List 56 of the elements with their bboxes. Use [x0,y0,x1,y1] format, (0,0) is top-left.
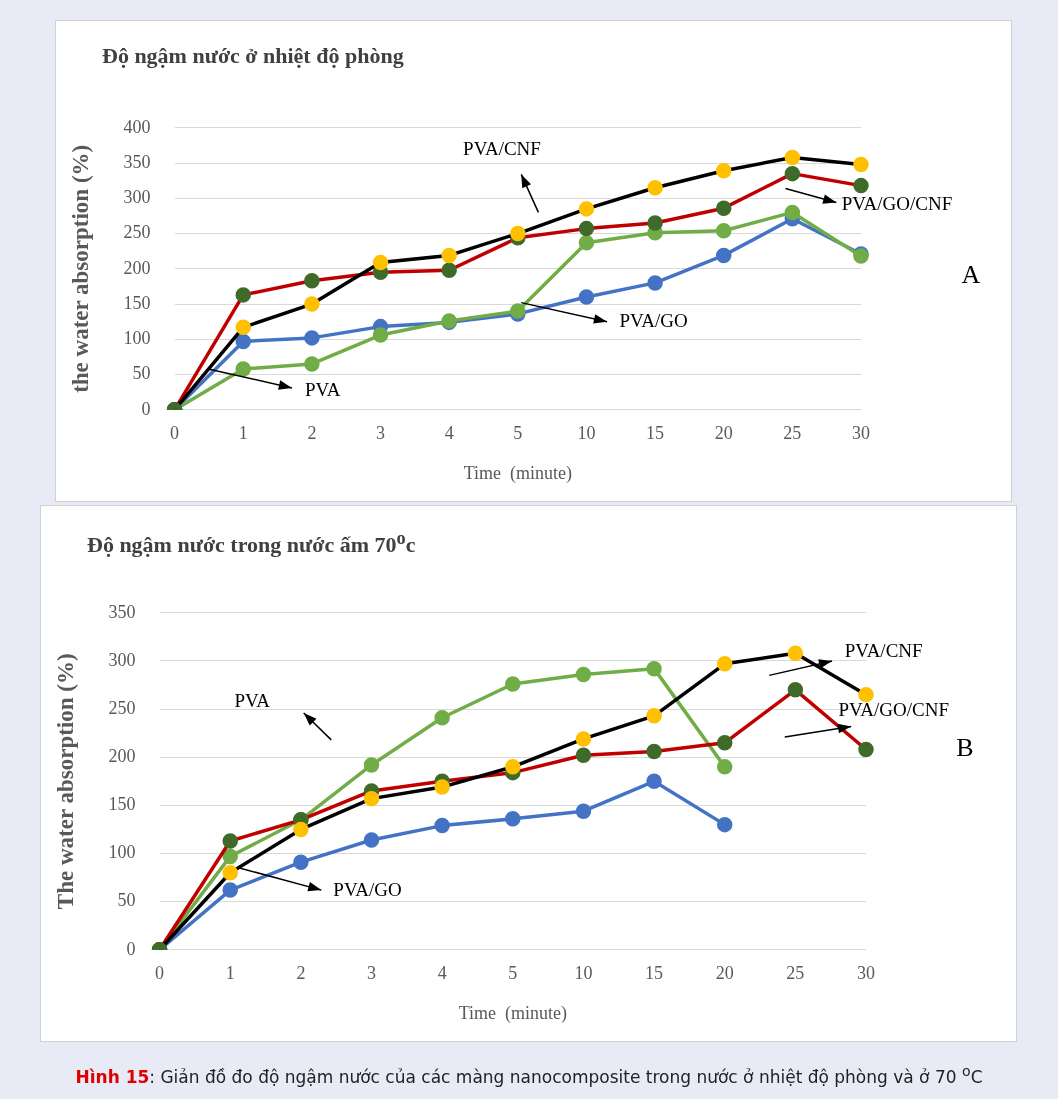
x-tick-label: 30 [857,963,875,984]
x-tick-label: 5 [508,963,518,984]
x-tick-label: 5 [513,423,523,444]
x-tick-label: 4 [437,963,447,984]
y-tick-label: 150 [123,292,151,313]
annotation: PVA/CNF [463,137,541,159]
annotation: PVA [305,378,341,400]
y-tick-label: 0 [141,398,151,419]
x-tick-label: 0 [170,423,180,444]
x-tick-label: 0 [155,963,165,984]
x-tick-label: 25 [783,423,802,444]
chart-title: Độ ngậm nước ở nhiệt độ phòng [102,43,404,69]
y-tick-label: 200 [108,745,136,766]
x-axis-title: Time (minute) [458,1002,567,1024]
chart-title: Độ ngậm nước trong nước ấm 70$^{o}$c [87,528,416,559]
y-axis-title: the water absorption (%) [67,144,93,393]
y-tick-label: 200 [123,257,151,278]
y-tick-label: 350 [108,601,136,622]
annotation: PVA/GO/CNF [838,699,949,720]
y-tick-label: 100 [123,328,151,349]
y-tick-label: 300 [108,649,136,670]
x-tick-label: 10 [574,963,593,984]
x-tick-label: 20 [714,423,733,444]
x-tick-label: 1 [225,963,235,984]
x-tick-label: 4 [444,423,454,444]
annotation: PVA/CNF [844,640,923,662]
x-tick-label: 2 [296,963,306,984]
y-tick-label: 250 [108,697,136,718]
x-axis-title: Time (minute) [463,462,572,484]
y-tick-label: 100 [108,842,136,863]
x-tick-label: 15 [646,423,665,444]
x-tick-label: 20 [715,963,734,984]
y-tick-label: 150 [108,794,136,815]
text: Hình 15: Giản đồ đo độ ngậm nước của các màng nanocomposite trong nước ở nhiệt độ phòng và ở 70 $^{o}$C [74,1063,984,1087]
text: B [956,733,974,763]
y-axis-title: The water absorption (%) [52,653,78,910]
y-tick-label: 300 [123,187,151,208]
y-tick-label: 50 [117,890,136,911]
y-tick-label: 350 [123,151,151,172]
x-tick-label: 30 [852,423,870,444]
x-tick-label: 3 [376,423,386,444]
text: A [961,259,981,289]
y-tick-label: 400 [123,116,151,137]
x-tick-label: 25 [786,963,805,984]
annotation: PVA/GO [619,310,688,332]
x-tick-label: 10 [577,423,596,444]
y-tick-label: 250 [123,222,151,243]
x-tick-label: 2 [307,423,317,444]
x-tick-label: 15 [645,963,664,984]
y-tick-label: 0 [126,938,136,959]
y-tick-label: 50 [132,363,151,384]
x-tick-label: 1 [238,423,248,444]
annotation: PVA/GO [333,879,402,901]
x-tick-label: 3 [367,963,377,984]
annotation: PVA/GO/CNF [841,192,953,214]
annotation: PVA [234,690,271,712]
